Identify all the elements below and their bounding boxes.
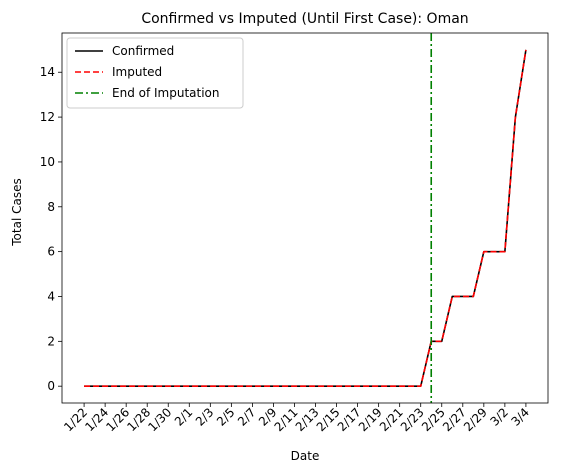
legend-label: End of Imputation	[112, 86, 220, 100]
legend-label: Imputed	[112, 65, 162, 79]
series-line-imputed	[84, 49, 527, 387]
y-tick-label: 6	[47, 245, 55, 259]
y-tick-label: 14	[40, 65, 55, 79]
legend-box	[66, 37, 244, 109]
x-axis-label: Date	[291, 449, 320, 463]
plot-frame	[61, 32, 549, 404]
y-tick-label: 0	[47, 379, 55, 393]
y-axis-label: Total Cases	[10, 178, 24, 246]
y-tick-label: 4	[47, 289, 55, 303]
legend-label: Confirmed	[112, 44, 174, 58]
y-tick-label: 8	[47, 200, 55, 214]
y-tick-label: 12	[40, 110, 55, 124]
legend: Confirmed Imputed End of Imputation	[66, 37, 244, 109]
y-tick-label: 2	[47, 334, 55, 348]
chart-title: Confirmed vs Imputed (Until First Case):…	[141, 11, 468, 27]
y-tick-label: 10	[40, 155, 55, 169]
